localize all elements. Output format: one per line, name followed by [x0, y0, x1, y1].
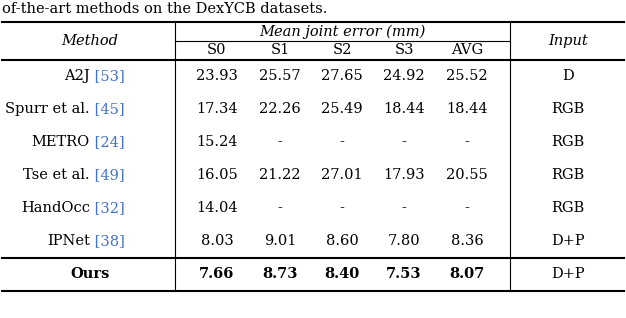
Text: 20.55: 20.55: [446, 168, 488, 182]
Text: -: -: [401, 201, 406, 215]
Text: -: -: [464, 135, 470, 149]
Text: 25.49: 25.49: [321, 102, 363, 116]
Text: -: -: [277, 201, 282, 215]
Text: 14.04: 14.04: [196, 201, 238, 215]
Text: 24.92: 24.92: [383, 69, 425, 83]
Text: 8.40: 8.40: [324, 267, 359, 281]
Text: Tse et al.: Tse et al.: [23, 168, 90, 182]
Text: METRO: METRO: [32, 135, 90, 149]
Text: 17.34: 17.34: [196, 102, 238, 116]
Text: 22.26: 22.26: [259, 102, 301, 116]
Text: D: D: [562, 69, 574, 83]
Text: RGB: RGB: [552, 135, 585, 149]
Text: S1: S1: [270, 44, 290, 58]
Text: S3: S3: [394, 44, 414, 58]
Text: A2J: A2J: [64, 69, 90, 83]
Text: IPNet: IPNet: [47, 234, 90, 248]
Text: RGB: RGB: [552, 201, 585, 215]
Text: 25.52: 25.52: [446, 69, 488, 83]
Text: 7.66: 7.66: [199, 267, 235, 281]
Text: -: -: [339, 201, 344, 215]
Text: [45]: [45]: [90, 102, 125, 116]
Text: 8.36: 8.36: [451, 234, 483, 248]
Text: -: -: [339, 135, 344, 149]
Text: [24]: [24]: [90, 135, 125, 149]
Text: 8.73: 8.73: [262, 267, 298, 281]
Text: 8.03: 8.03: [200, 234, 233, 248]
Text: S2: S2: [332, 44, 352, 58]
Text: 27.01: 27.01: [321, 168, 363, 182]
Text: RGB: RGB: [552, 168, 585, 182]
Text: 7.53: 7.53: [386, 267, 422, 281]
Text: Input: Input: [548, 34, 588, 48]
Text: 18.44: 18.44: [383, 102, 425, 116]
Text: D+P: D+P: [551, 234, 585, 248]
Text: -: -: [464, 201, 470, 215]
Text: [49]: [49]: [90, 168, 125, 182]
Text: 27.65: 27.65: [321, 69, 363, 83]
Text: [53]: [53]: [90, 69, 125, 83]
Text: RGB: RGB: [552, 102, 585, 116]
Text: 23.93: 23.93: [196, 69, 238, 83]
Text: 7.80: 7.80: [387, 234, 420, 248]
Text: 25.57: 25.57: [259, 69, 301, 83]
Text: Mean joint error (mm): Mean joint error (mm): [259, 24, 426, 39]
Text: 15.24: 15.24: [196, 135, 238, 149]
Text: Method: Method: [61, 34, 118, 48]
Text: of-the-art methods on the DexYCB datasets.: of-the-art methods on the DexYCB dataset…: [2, 2, 327, 16]
Text: 18.44: 18.44: [446, 102, 488, 116]
Text: -: -: [277, 135, 282, 149]
Text: [38]: [38]: [90, 234, 125, 248]
Text: 16.05: 16.05: [196, 168, 238, 182]
Text: HandOcc: HandOcc: [21, 201, 90, 215]
Text: 21.22: 21.22: [259, 168, 300, 182]
Text: Spurr et al.: Spurr et al.: [6, 102, 90, 116]
Text: -: -: [401, 135, 406, 149]
Text: D+P: D+P: [551, 267, 585, 281]
Text: Ours: Ours: [70, 267, 110, 281]
Text: 9.01: 9.01: [264, 234, 296, 248]
Text: AVG: AVG: [451, 44, 483, 58]
Text: [32]: [32]: [90, 201, 125, 215]
Text: 8.07: 8.07: [449, 267, 485, 281]
Text: 17.93: 17.93: [383, 168, 425, 182]
Text: 8.60: 8.60: [326, 234, 358, 248]
Text: S0: S0: [207, 44, 227, 58]
